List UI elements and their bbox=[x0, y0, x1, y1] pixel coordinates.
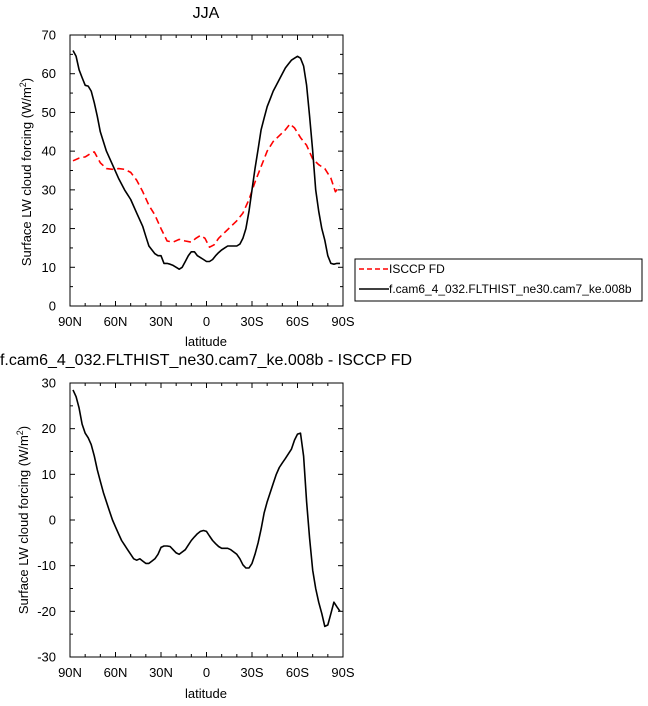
chart-title: JJA bbox=[193, 5, 220, 22]
series-line-difference bbox=[72, 389, 341, 628]
y-tick-label: -30 bbox=[37, 650, 56, 665]
x-tick-label: 60N bbox=[104, 314, 128, 329]
x-tick-label: 90S bbox=[331, 314, 354, 329]
x-axis-label: latitude bbox=[185, 686, 227, 701]
series-line-model bbox=[72, 50, 340, 271]
x-axis-label: latitude bbox=[185, 334, 227, 349]
x-tick-label: 30S bbox=[240, 665, 263, 680]
plot-frame bbox=[69, 382, 344, 658]
x-tick-label: 90S bbox=[331, 665, 354, 680]
x-tick-label: 30N bbox=[149, 665, 173, 680]
panel-bottom: f.cam6_4_032.FLTHIST_ne30.cam7_ke.008b -… bbox=[0, 352, 412, 701]
legend-box bbox=[354, 258, 643, 302]
legend-entry-isccp: ISCCP FD bbox=[389, 262, 445, 276]
y-tick-label: 0 bbox=[49, 299, 56, 314]
y-tick-label: 20 bbox=[42, 221, 56, 236]
x-tick-label: 60S bbox=[286, 665, 309, 680]
y-tick-label: 30 bbox=[42, 182, 56, 197]
panel-top: JJA 90N 60N 30N 0 30S 60S 90S 0 10 20 30 40 50 60 70 l… bbox=[18, 5, 643, 349]
x-tick-label: 90N bbox=[58, 314, 82, 329]
y-tick-label: 10 bbox=[42, 467, 56, 482]
plot-frame bbox=[69, 34, 344, 307]
y-tick-label: 70 bbox=[42, 28, 56, 43]
y-axis-label: Surface LW cloud forcing (W/m2) bbox=[15, 426, 31, 614]
chart-title: f.cam6_4_032.FLTHIST_ne30.cam7_ke.008b -… bbox=[0, 352, 412, 369]
x-tick-label: 30S bbox=[240, 314, 263, 329]
y-tick-label: 20 bbox=[42, 421, 56, 436]
y-tick-label: -20 bbox=[37, 604, 56, 619]
legend: ISCCP FD f.cam6_4_032.FLTHIST_ne30.cam7_… bbox=[354, 258, 643, 302]
series-line-isccp bbox=[72, 123, 341, 248]
y-tick-label: 0 bbox=[49, 513, 56, 528]
y-tick-label: 50 bbox=[42, 105, 56, 120]
x-tick-label: 0 bbox=[203, 665, 210, 680]
y-axis-label: Surface LW cloud forcing (W/m2) bbox=[18, 78, 34, 266]
y-tick-label: 40 bbox=[42, 144, 56, 159]
x-tick-label: 60N bbox=[104, 665, 128, 680]
x-tick-label: 30N bbox=[149, 314, 173, 329]
y-tick-label: 30 bbox=[42, 376, 56, 391]
x-tick-label: 0 bbox=[203, 314, 210, 329]
y-tick-label: 60 bbox=[42, 66, 56, 81]
x-tick-label: 90N bbox=[58, 665, 82, 680]
x-tick-label: 60S bbox=[286, 314, 309, 329]
y-tick-label: -10 bbox=[37, 558, 56, 573]
y-tick-label: 10 bbox=[42, 260, 56, 275]
legend-entry-model: f.cam6_4_032.FLTHIST_ne30.cam7_ke.008b bbox=[389, 282, 632, 296]
